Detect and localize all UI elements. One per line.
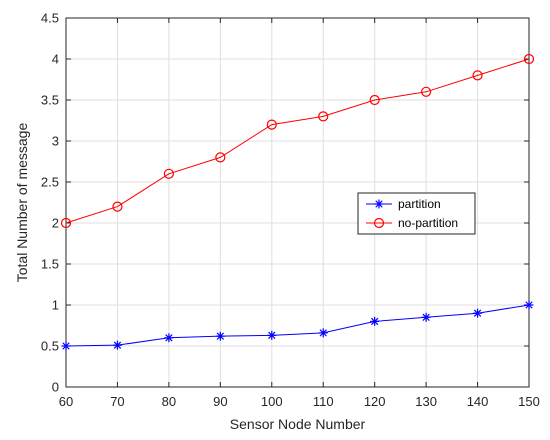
data-point-no-partition <box>318 111 329 122</box>
y-tick-label: 2 <box>52 216 59 231</box>
data-point-no-partition <box>472 70 483 81</box>
legend-label-no-partition: no-partition <box>398 216 458 230</box>
legend-marker-partition <box>374 199 384 209</box>
data-point-no-partition <box>163 168 174 179</box>
plot-frame <box>65 17 530 388</box>
x-tick-labels: 60 70 80 90 100 110 120 130 140 150 <box>59 394 540 409</box>
y-tick-label: 0 <box>52 380 59 395</box>
data-point-no-partition <box>523 53 535 65</box>
legend-marker-icon <box>373 217 385 229</box>
series-line-partition <box>65 304 530 347</box>
legend-marker-icon <box>374 199 384 209</box>
x-tick-label: 130 <box>415 394 437 409</box>
x-tick-label: 150 <box>518 394 540 409</box>
data-point-no-partition <box>112 201 123 212</box>
y-tick-label: 3 <box>52 134 59 149</box>
y-tick-label: 4 <box>52 52 59 67</box>
data-point-partition <box>473 308 483 318</box>
y-tick-labels: 0 0.5 1 1.5 2 2.5 3 3.5 4 4.5 <box>41 11 59 395</box>
x-tick-label: 120 <box>364 394 386 409</box>
data-point-partition <box>61 341 71 351</box>
x-axis-title: Sensor Node Number <box>230 416 366 432</box>
data-point-partition <box>215 331 225 341</box>
data-point-partition <box>370 316 380 326</box>
data-point-partition <box>267 330 277 340</box>
y-tick-label: 1 <box>52 298 59 313</box>
data-point-partition <box>112 340 122 350</box>
y-tick-label: 4.5 <box>41 11 59 26</box>
data-point-partition <box>164 333 174 343</box>
data-point-partition <box>524 300 534 310</box>
x-tick-label: 60 <box>59 394 73 409</box>
legend-label-partition: partition <box>398 197 441 211</box>
y-tick-label: 0.5 <box>41 339 59 354</box>
legend: partition no-partition <box>357 192 476 235</box>
data-point-no-partition <box>60 217 72 229</box>
legend-marker-no-partition <box>373 217 385 229</box>
data-point-partition <box>421 312 431 322</box>
y-tick-label: 1.5 <box>41 257 59 272</box>
x-tick-label: 70 <box>110 394 124 409</box>
y-axis-title: Total Number of message <box>14 123 30 283</box>
x-tick-label: 100 <box>261 394 283 409</box>
x-tick-label: 90 <box>213 394 227 409</box>
x-tick-label: 110 <box>313 394 334 409</box>
data-point-partition <box>318 328 328 338</box>
data-point-no-partition <box>215 152 226 163</box>
data-point-no-partition <box>266 119 277 130</box>
y-tick-label: 3.5 <box>41 93 59 108</box>
series-line-no-partition <box>65 58 530 224</box>
x-tick-label: 80 <box>162 394 176 409</box>
data-point-no-partition <box>369 94 380 106</box>
x-tick-label: 140 <box>467 394 489 409</box>
y-tick-label: 2.5 <box>41 175 59 190</box>
series-layer <box>60 53 535 351</box>
data-point-no-partition <box>421 86 432 97</box>
